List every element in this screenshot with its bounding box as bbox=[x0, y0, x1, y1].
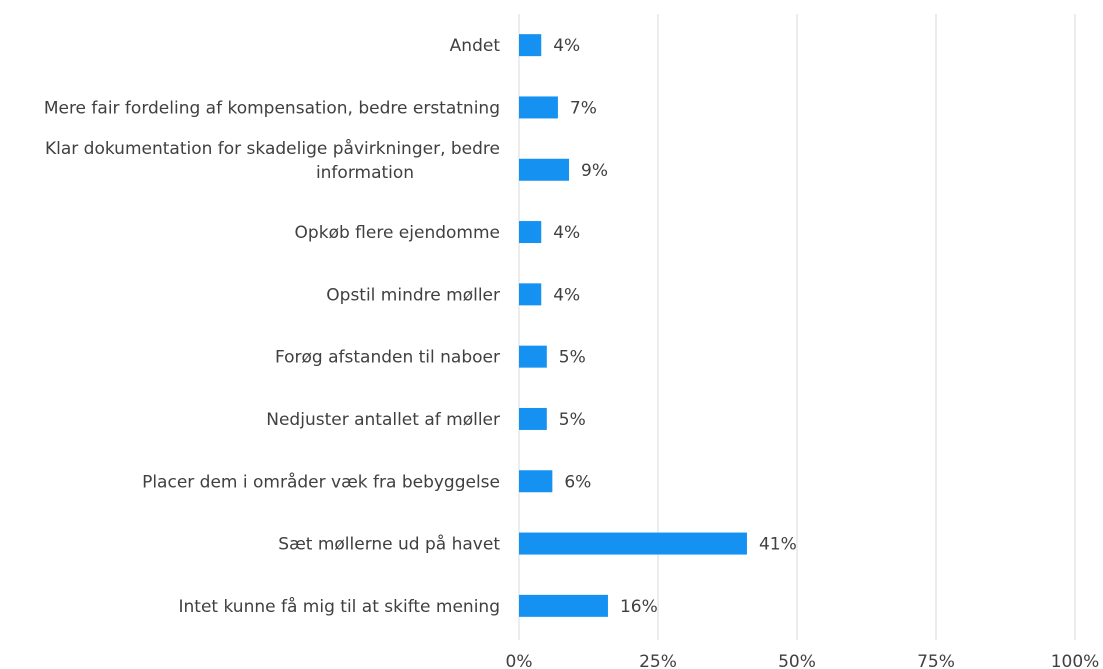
x-tick-label: 25% bbox=[639, 652, 677, 669]
category-label: Sæt møllerne ud på havet bbox=[278, 534, 500, 555]
category-label-line: Mere fair fordeling af kompensation, bed… bbox=[44, 98, 500, 118]
bar bbox=[519, 221, 542, 244]
data-label: 16% bbox=[620, 597, 658, 617]
x-tick-label: 0% bbox=[506, 652, 533, 669]
x-tick-label: 75% bbox=[917, 652, 955, 669]
data-label: 5% bbox=[559, 348, 586, 368]
data-label: 4% bbox=[553, 285, 580, 305]
bar bbox=[519, 594, 608, 617]
bar bbox=[519, 532, 747, 555]
x-axis-tick-labels: 0% 25% 50% 75% 100% bbox=[506, 652, 1100, 669]
category-label: Forøg afstanden til naboer bbox=[275, 348, 500, 368]
value-labels: 4% 7% 9% 4% 4% 5% 5% 6% 41% 16% bbox=[553, 36, 797, 617]
category-label: Klar dokumentation for skadelige påvirkn… bbox=[45, 138, 500, 183]
data-label: 6% bbox=[564, 472, 591, 492]
data-label: 41% bbox=[759, 535, 797, 555]
category-labels: Andet Mere fair fordeling af kompensation… bbox=[44, 36, 501, 617]
category-label-line: Opkøb flere ejendomme bbox=[295, 223, 500, 243]
category-label-line: Forøg afstanden til naboer bbox=[275, 348, 500, 368]
category-label-line: Intet kunne få mig til at skifte mening bbox=[179, 596, 501, 617]
data-label: 9% bbox=[581, 161, 608, 181]
bar bbox=[519, 470, 553, 493]
category-label-line: Sæt møllerne ud på havet bbox=[278, 534, 500, 555]
category-label: Placer dem i områder væk fra bebyggelse bbox=[142, 471, 500, 492]
category-label: Intet kunne få mig til at skifte mening bbox=[179, 596, 501, 617]
data-label: 7% bbox=[570, 98, 597, 118]
category-label-line: Opstil mindre møller bbox=[326, 285, 500, 305]
category-label: Opstil mindre møller bbox=[326, 285, 500, 305]
bar bbox=[519, 283, 542, 306]
category-label-line: Placer dem i områder væk fra bebyggelse bbox=[142, 471, 500, 492]
category-label-line: information bbox=[316, 163, 414, 183]
category-label-line: Andet bbox=[450, 36, 501, 56]
data-label: 4% bbox=[553, 223, 580, 243]
category-label: Opkøb flere ejendomme bbox=[295, 223, 500, 243]
category-label-line: Klar dokumentation for skadelige påvirkn… bbox=[45, 138, 500, 159]
bars bbox=[519, 34, 747, 617]
bar bbox=[519, 345, 547, 368]
x-tick-label: 50% bbox=[778, 652, 816, 669]
data-label: 5% bbox=[559, 410, 586, 430]
category-label: Mere fair fordeling af kompensation, bed… bbox=[44, 98, 500, 118]
data-label: 4% bbox=[553, 36, 580, 56]
x-tick-label: 100% bbox=[1051, 652, 1100, 669]
bar bbox=[519, 96, 558, 119]
category-label-line: Nedjuster antallet af møller bbox=[266, 410, 500, 430]
category-label: Andet bbox=[450, 36, 501, 56]
category-label: Nedjuster antallet af møller bbox=[266, 410, 500, 430]
bar bbox=[519, 407, 547, 430]
bar bbox=[519, 158, 570, 181]
bar bbox=[519, 34, 542, 57]
